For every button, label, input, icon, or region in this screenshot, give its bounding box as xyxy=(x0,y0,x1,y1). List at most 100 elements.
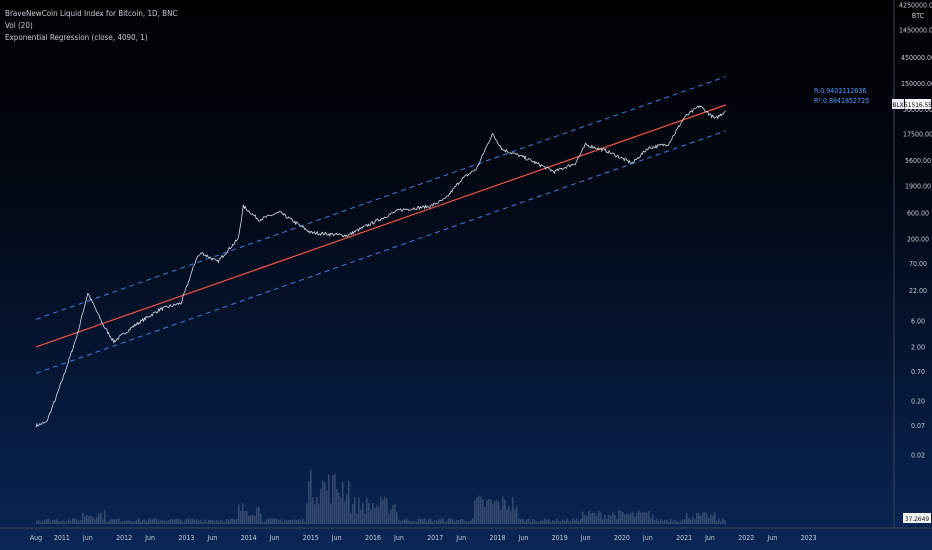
price-tick-label: 17500.00 xyxy=(903,130,932,138)
volume-bar xyxy=(584,515,586,524)
regression-stats: R:0.9403112636 R²:0.8841852725 xyxy=(814,87,869,105)
volume-bar xyxy=(130,521,132,524)
time-tick-label: 2019 xyxy=(552,534,568,542)
volume-bar xyxy=(312,497,314,524)
volume-bar xyxy=(550,521,552,524)
volume-bar xyxy=(220,519,222,524)
volume-bar xyxy=(138,518,140,524)
volume-bar xyxy=(360,509,362,524)
volume-bar xyxy=(248,515,250,524)
volume-bar xyxy=(438,518,440,524)
volume-bar xyxy=(676,521,678,524)
volume-bar xyxy=(486,500,488,524)
volume-bar xyxy=(216,520,218,524)
volume-bar xyxy=(600,512,602,524)
volume-bar xyxy=(534,520,536,524)
volume-bar xyxy=(194,520,196,524)
volume-bar xyxy=(458,520,460,524)
time-tick-label: Jun xyxy=(269,534,280,542)
volume-bar xyxy=(526,519,528,524)
legend-volume-indicator[interactable]: Vol (20) xyxy=(5,21,33,30)
time-tick-label: Jun xyxy=(331,534,342,542)
volume-bar xyxy=(640,512,642,524)
volume-bar xyxy=(548,519,550,524)
volume-bar xyxy=(506,509,508,524)
volume-bar xyxy=(140,521,142,524)
volume-bar xyxy=(42,520,44,524)
volume-bar xyxy=(710,514,712,524)
volume-bar xyxy=(610,515,612,524)
volume-bar xyxy=(494,501,496,524)
price-tick-label: 2.00 xyxy=(911,343,925,351)
volume-bar xyxy=(460,519,462,524)
symbol-badge-bg xyxy=(892,99,904,109)
volume-bar xyxy=(472,518,474,524)
volume-bar xyxy=(298,519,300,524)
time-tick-label: 2022 xyxy=(738,534,754,542)
price-tick-label: 0.20 xyxy=(911,398,925,406)
volume-bar xyxy=(618,510,620,524)
price-badge[interactable]: BLX 51516.55 xyxy=(892,99,932,109)
volume-bar xyxy=(672,521,674,524)
price-tick-label: 150000.00 xyxy=(901,80,932,88)
volume-bar xyxy=(412,521,414,524)
volume-bar xyxy=(688,518,690,524)
volume-bar xyxy=(106,521,108,524)
price-axis-ticks: 4250000.00 1450000.00 450000.00 150000.00 50… xyxy=(899,2,932,460)
volume-bar xyxy=(630,512,632,524)
volume-badge[interactable]: 37.2649 xyxy=(903,513,931,523)
volume-bar xyxy=(74,518,76,524)
volume-bar xyxy=(452,519,454,524)
volume-bar xyxy=(382,499,384,524)
volume-bar xyxy=(78,521,80,524)
legend-title[interactable]: BraveNewCoin Liquid Index for Bitcoin, 1… xyxy=(5,9,178,18)
volume-bar xyxy=(664,519,666,524)
volume-bar xyxy=(324,482,326,524)
volume-bar xyxy=(340,497,342,524)
volume-bar xyxy=(262,521,264,524)
volume-bar xyxy=(108,521,110,524)
volume-bar xyxy=(380,496,382,524)
volume-bar xyxy=(566,518,568,524)
volume-bar xyxy=(232,518,234,524)
volume-bar xyxy=(54,519,56,524)
volume-bar xyxy=(52,520,54,524)
volume-bar xyxy=(532,519,534,524)
volume-bar xyxy=(568,521,570,524)
time-tick-label: Jun xyxy=(517,534,528,542)
volume-bar xyxy=(504,499,506,524)
volume-bar xyxy=(218,521,220,524)
volume-bar xyxy=(172,519,174,524)
volume-bar xyxy=(482,499,484,524)
volume-bar xyxy=(326,490,328,524)
volume-bar xyxy=(702,512,704,524)
volume-bar xyxy=(132,521,134,524)
volume-bar xyxy=(722,518,724,524)
volume-bar xyxy=(190,519,192,524)
volume-bar xyxy=(290,519,292,524)
volume-bar xyxy=(72,518,74,524)
volume-bar xyxy=(646,512,648,524)
volume-bar xyxy=(378,506,380,524)
volume-bar xyxy=(240,510,242,524)
volume-bar xyxy=(428,519,430,524)
price-tick-label: 200.00 xyxy=(907,235,929,243)
volume-bar xyxy=(170,518,172,524)
volume-bar xyxy=(562,519,564,524)
volume-bar xyxy=(628,514,630,524)
volume-bar xyxy=(400,521,402,524)
volume-bar xyxy=(508,506,510,524)
price-tick-label: 22.00 xyxy=(909,287,927,295)
price-tick-label: 450000.00 xyxy=(901,54,932,62)
volume-bar xyxy=(418,518,420,524)
time-tick-label: 2016 xyxy=(365,534,381,542)
time-tick-label: Aug xyxy=(30,534,42,542)
regression-line xyxy=(35,104,726,348)
volume-bar xyxy=(302,518,304,524)
volume-bar xyxy=(390,509,392,524)
volume-bar xyxy=(146,521,148,524)
price-tick-label: 6.00 xyxy=(911,318,925,326)
legend-regression-indicator[interactable]: Exponential Regression (close, 4090, 1) xyxy=(5,33,148,42)
volume-bar xyxy=(70,521,72,524)
